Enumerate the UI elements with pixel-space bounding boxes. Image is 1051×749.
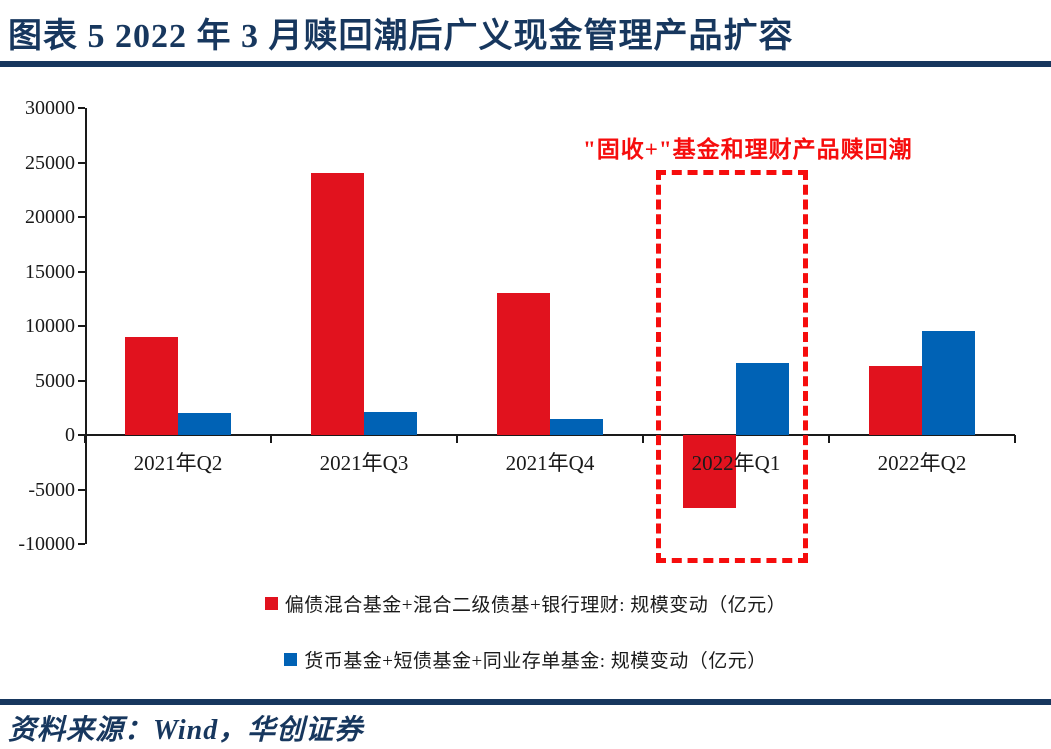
title-underline bbox=[0, 61, 1051, 67]
category-label: 2022年Q2 bbox=[877, 451, 967, 475]
bar-red-2022年Q1 bbox=[683, 435, 736, 509]
y-tick-mark bbox=[78, 161, 85, 164]
y-axis-line bbox=[85, 108, 87, 544]
x-tick-mark bbox=[828, 435, 830, 443]
y-tick-mark bbox=[78, 107, 85, 109]
red-series-swatch-icon bbox=[264, 597, 278, 610]
y-tick-label: 10000 bbox=[25, 315, 75, 337]
annotation-label: "固收+"基金和理财产品赎回潮 bbox=[583, 137, 913, 162]
bar-blue-2022年Q2 bbox=[922, 331, 975, 435]
y-tick-mark bbox=[78, 270, 85, 273]
y-tick-mark bbox=[78, 488, 85, 491]
y-tick-label: 5000 bbox=[35, 369, 75, 392]
bar-blue-2021年Q4 bbox=[550, 418, 603, 435]
x-axis-line bbox=[85, 434, 1015, 436]
x-tick-mark bbox=[1014, 435, 1016, 443]
legend-item-money-funds: 货币基金+短债基金+同业存单基金: 规模变动（亿元） bbox=[284, 646, 766, 673]
category-label: 2021年Q3 bbox=[319, 451, 409, 475]
x-tick-mark bbox=[642, 435, 644, 443]
y-tick-mark bbox=[78, 434, 85, 436]
y-tick-mark bbox=[78, 543, 85, 545]
category-label: 2022年Q1 bbox=[691, 451, 781, 475]
legend-item-label: 货币基金+短债基金+同业存单基金: 规模变动（亿元） bbox=[304, 651, 767, 672]
bar-red-2021年Q4 bbox=[497, 293, 550, 435]
y-tick-label: 20000 bbox=[25, 206, 75, 228]
footer-divider bbox=[0, 699, 1051, 705]
y-tick-label: -5000 bbox=[28, 478, 75, 501]
y-tick-mark bbox=[78, 379, 85, 382]
category-label: 2021年Q2 bbox=[133, 451, 223, 475]
x-tick-mark bbox=[456, 435, 458, 443]
y-tick-label: 25000 bbox=[25, 151, 75, 174]
legend-item-label: 偏债混合基金+混合二级债基+银行理财: 规模变动（亿元） bbox=[284, 595, 787, 616]
source-note: 资料来源：Wind，华创证券 bbox=[8, 715, 364, 746]
bar-blue-2021年Q3 bbox=[364, 412, 417, 435]
page-title: 图表 5 2022 年 3 月赎回潮后广义现金管理产品扩容 bbox=[8, 18, 794, 55]
redemption-highlight-dashed-box bbox=[656, 170, 808, 563]
y-tick-label: 15000 bbox=[25, 260, 75, 283]
category-label: 2021年Q4 bbox=[505, 451, 595, 475]
x-tick-mark bbox=[270, 435, 272, 443]
bar-red-2021年Q2 bbox=[125, 336, 178, 435]
y-tick-label: 0 bbox=[65, 424, 75, 446]
y-tick-label: 30000 bbox=[25, 97, 75, 119]
bar-red-2022年Q2 bbox=[869, 366, 922, 435]
bar-blue-2022年Q1 bbox=[736, 363, 789, 435]
bar-red-2021年Q3 bbox=[311, 173, 364, 435]
blue-series-swatch-icon bbox=[284, 653, 298, 666]
y-tick-mark bbox=[78, 216, 85, 218]
y-tick-mark bbox=[78, 325, 85, 327]
legend: 偏债混合基金+混合二级债基+银行理财: 规模变动（亿元） 货币基金+短债基金+同… bbox=[0, 590, 1051, 673]
bar-blue-2021年Q2 bbox=[178, 413, 231, 435]
x-tick-mark bbox=[84, 435, 86, 443]
legend-item-bond-funds: 偏债混合基金+混合二级债基+银行理财: 规模变动（亿元） bbox=[264, 590, 787, 617]
y-tick-label: -10000 bbox=[18, 533, 75, 555]
